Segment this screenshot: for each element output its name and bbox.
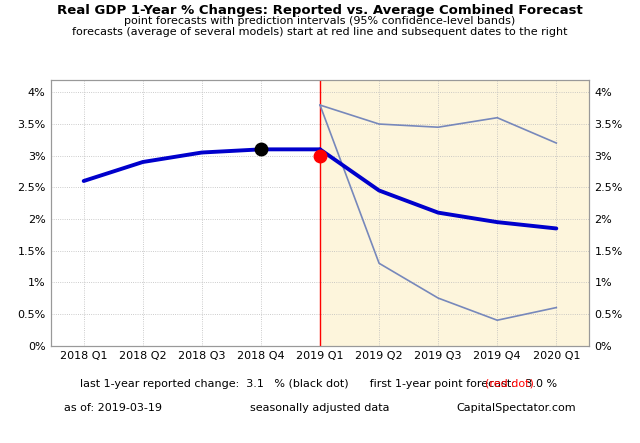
Text: seasonally adjusted data: seasonally adjusted data xyxy=(250,403,390,413)
Text: (red dot): (red dot) xyxy=(485,379,534,389)
Text: as of: 2019-03-19: as of: 2019-03-19 xyxy=(64,403,162,413)
Text: point forecasts with prediction intervals (95% confidence-level bands): point forecasts with prediction interval… xyxy=(124,16,516,27)
Text: last 1-year reported change:  3.1   % (black dot)      first 1-year point foreca: last 1-year reported change: 3.1 % (blac… xyxy=(80,379,560,389)
Text: CapitalSpectator.com: CapitalSpectator.com xyxy=(456,403,576,413)
Bar xyxy=(320,80,589,346)
Text: Real GDP 1-Year % Changes: Reported vs. Average Combined Forecast: Real GDP 1-Year % Changes: Reported vs. … xyxy=(57,4,583,17)
Text: forecasts (average of several models) start at red line and subsequent dates to : forecasts (average of several models) st… xyxy=(72,27,568,37)
